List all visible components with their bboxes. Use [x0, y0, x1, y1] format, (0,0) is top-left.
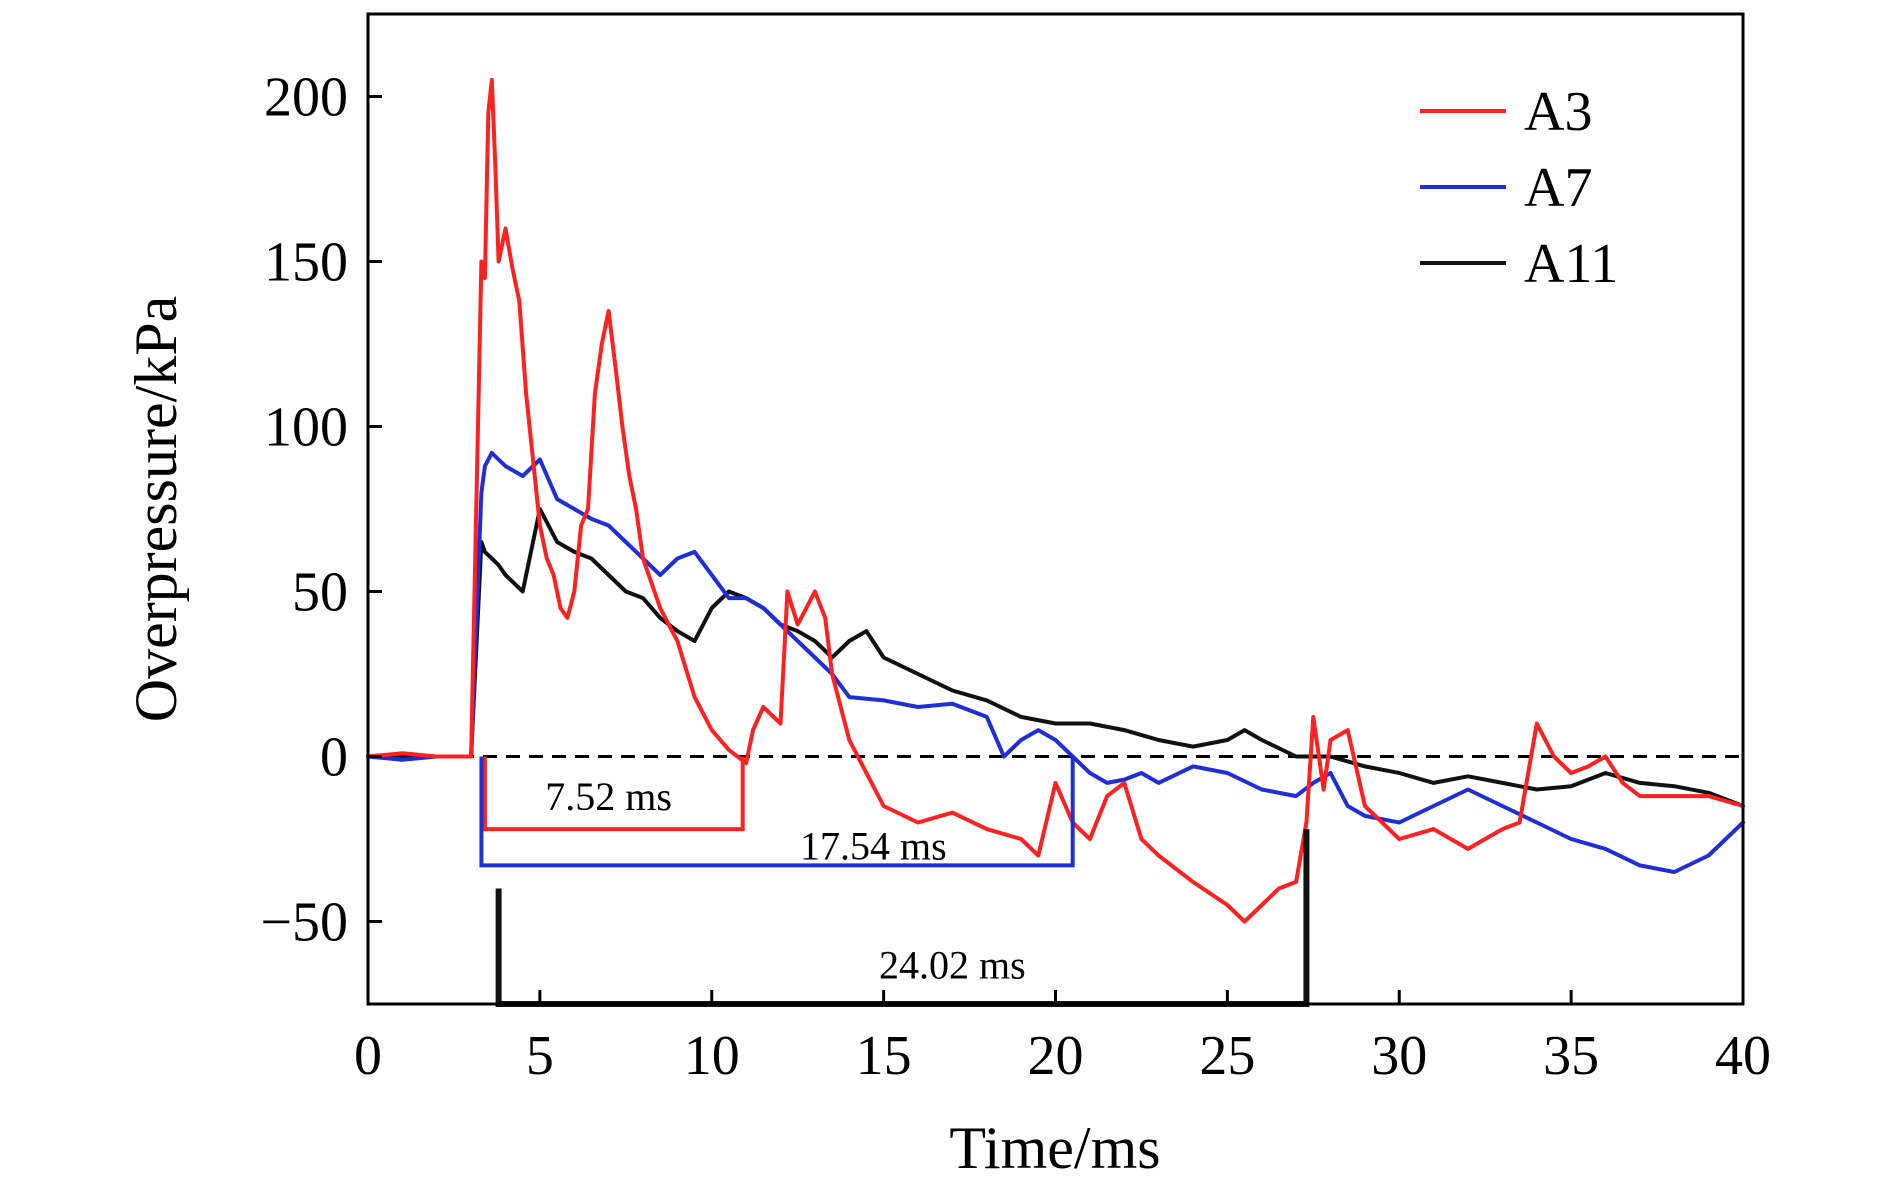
duration-label: 24.02 ms — [879, 942, 1026, 987]
y-tick-label: 150 — [264, 232, 348, 294]
x-tick-label: 40 — [1715, 1025, 1771, 1087]
axis-ticks: 0 5 10 15 20 25 30 35 40 −50 0 50 100 150 200 — [260, 67, 1771, 1088]
series-line-a3 — [366, 78, 1745, 924]
series-line-a7 — [366, 450, 1745, 874]
x-axis-title: Time/ms — [949, 1115, 1160, 1181]
x-tick-label: 25 — [1199, 1025, 1255, 1087]
y-tick-label: 100 — [264, 397, 348, 459]
x-tick-label: 0 — [354, 1025, 382, 1087]
x-tick-label: 30 — [1371, 1025, 1427, 1087]
x-tick-label: 10 — [684, 1025, 740, 1087]
series-lines — [366, 78, 1745, 924]
legend-label: A11 — [1524, 233, 1618, 295]
y-axis-title: Overpressure/kPa — [123, 296, 189, 723]
duration-bracket — [482, 756, 745, 832]
y-tick-label: 50 — [292, 562, 348, 624]
x-tick-label: 15 — [856, 1025, 912, 1087]
duration-bracket — [479, 756, 1075, 868]
legend-label: A3 — [1524, 81, 1592, 143]
duration-annotations: 7.52 ms 17.54 ms 24.02 ms — [479, 756, 1310, 1007]
duration-label: 17.54 ms — [800, 824, 947, 869]
x-tick-label: 20 — [1028, 1025, 1084, 1087]
legend-label: A7 — [1524, 157, 1592, 219]
y-tick-label: 200 — [264, 67, 348, 129]
legend: A3 A7 A11 — [1420, 81, 1618, 295]
x-tick-label: 35 — [1543, 1025, 1599, 1087]
x-tick-label: 5 — [526, 1025, 554, 1087]
y-tick-label: 0 — [320, 727, 348, 789]
y-tick-label: −50 — [260, 892, 348, 954]
duration-label: 7.52 ms — [545, 774, 672, 819]
series-line-a11 — [366, 507, 1745, 808]
